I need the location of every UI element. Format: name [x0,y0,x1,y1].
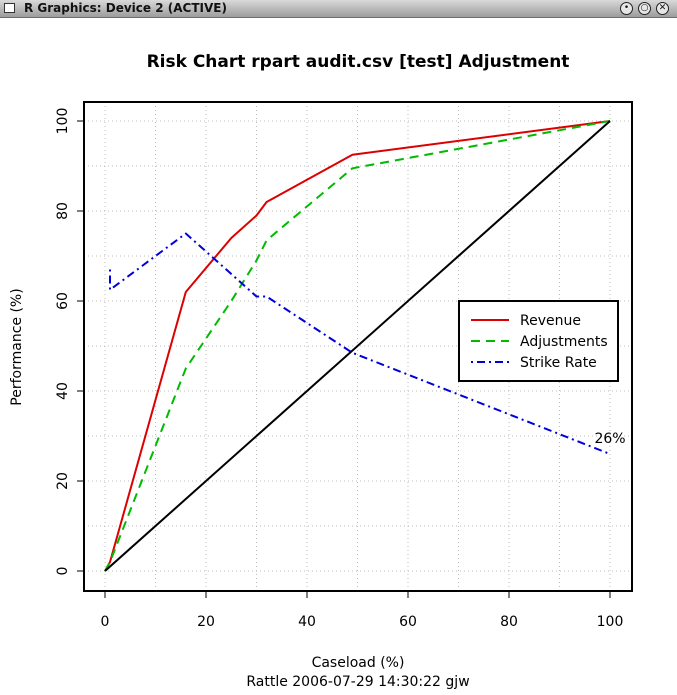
window-icon[interactable] [4,3,15,13]
y-axis-label: Performance (%) [9,288,25,405]
series-line-baseline [104,120,611,572]
series-layer [104,120,611,572]
x-tick-label: 80 [500,614,518,630]
footer-text: Rattle 2006-07-29 14:30:22 gjw [246,674,469,690]
legend-box [458,300,619,382]
x-tick-label: 60 [399,614,417,630]
x-tick-label: 20 [197,614,215,630]
legend-label: Strike Rate [520,355,597,371]
series-line-adjustments [104,120,611,572]
minimize-icon[interactable]: • [620,2,633,15]
y-tick-label: 60 [55,292,71,310]
series-line-revenue [104,120,611,572]
x-tick-label: 100 [597,614,624,630]
y-axis: 0 20 40 60 80 100 [55,108,84,576]
risk-chart: Risk Chart rpart audit.csv [test] Adjust… [9,52,633,690]
series-line-strike-rate [109,232,611,455]
y-tick-label: 100 [55,108,71,135]
y-tick-label: 0 [55,567,71,576]
x-tick-label: 40 [298,614,316,630]
legend-label: Adjustments [520,334,608,350]
y-tick-label: 20 [55,472,71,490]
title-bar[interactable]: R Graphics: Device 2 (ACTIVE) • ○ ✕ [0,0,677,18]
legend-label: Revenue [520,313,581,329]
y-tick-label: 80 [55,202,71,220]
y-tick-label: 40 [55,382,71,400]
maximize-icon[interactable]: ○ [638,2,651,15]
x-axis: 0 20 40 60 80 100 [101,591,624,630]
chart-title: Risk Chart rpart audit.csv [test] Adjust… [147,52,570,72]
x-axis-label: Caseload (%) [312,655,405,671]
legend: Revenue Adjustments Strike Rate [458,300,619,382]
annotations: 26% [594,431,625,447]
plot-frame [83,101,633,592]
close-icon[interactable]: ✕ [656,2,669,15]
window-title: R Graphics: Device 2 (ACTIVE) [24,1,227,15]
annotation-label: 26% [594,431,625,447]
x-tick-label: 0 [101,614,110,630]
